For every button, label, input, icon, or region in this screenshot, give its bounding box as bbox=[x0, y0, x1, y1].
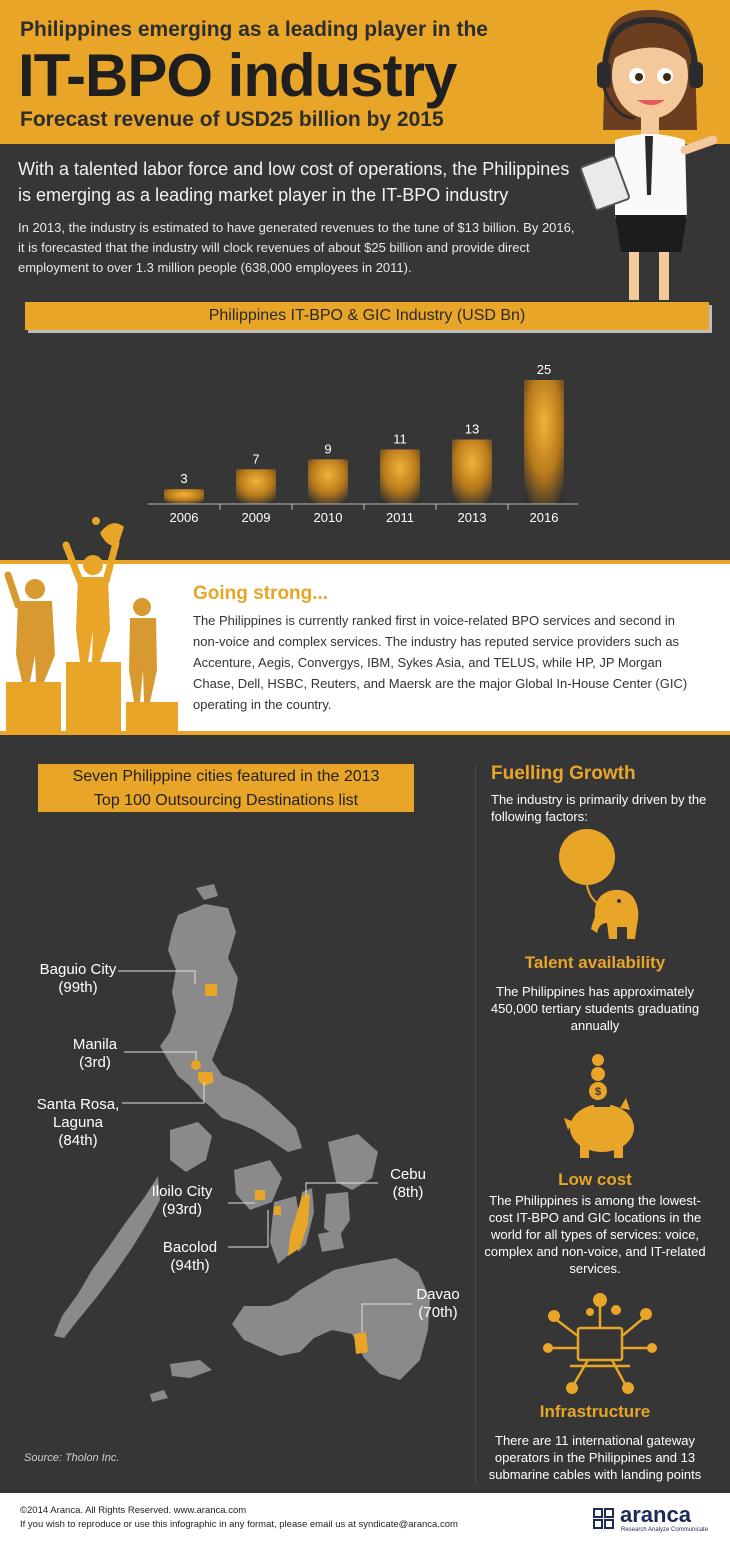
map-source: Source: Tholon Inc. bbox=[24, 1452, 120, 1464]
baguio-label: Baguio City (99th) bbox=[28, 961, 128, 997]
header-subtitle: Forecast revenue of USD25 billion by 201… bbox=[20, 108, 444, 131]
bar-value-label: 9 bbox=[324, 441, 331, 456]
santa-rosa-rank: (84th) bbox=[58, 1132, 98, 1149]
talent-title: Talent availability bbox=[524, 953, 666, 972]
page-title: IT-BPO industry bbox=[18, 42, 457, 109]
manila-marker bbox=[191, 1060, 201, 1070]
manila-label: Manila (3rd) bbox=[65, 1036, 125, 1072]
x-tick-label: 2013 bbox=[458, 510, 487, 525]
iloilo-label: Iloilo City (93rd) bbox=[134, 1183, 230, 1219]
iloilo-name: Iloilo City bbox=[151, 1183, 213, 1200]
santa-rosa-label: Santa Rosa, Laguna (84th) bbox=[28, 1096, 128, 1150]
davao-marker bbox=[354, 1332, 368, 1354]
bacolod-marker bbox=[274, 1206, 281, 1215]
x-tick-label: 2009 bbox=[242, 510, 271, 525]
elephant-balloon-icon bbox=[559, 829, 639, 939]
svg-text:$: $ bbox=[595, 1086, 601, 1098]
davao-rank: (70th) bbox=[418, 1304, 458, 1321]
cebu-rank: (8th) bbox=[392, 1184, 424, 1201]
aranca-logo: aranca bbox=[620, 1502, 691, 1527]
bacolod-label: Bacolod (94th) bbox=[150, 1239, 230, 1275]
intro-lead: With a talented labor force and low cost… bbox=[18, 159, 570, 205]
chart-title: Philippines IT-BPO & GIC Industry (USD B… bbox=[208, 307, 526, 324]
baguio-rank: (99th) bbox=[58, 979, 98, 996]
going-strong-band bbox=[0, 560, 730, 735]
x-tick-label: 2016 bbox=[530, 510, 559, 525]
cities-banner-line1: Seven Philippine cities featured in the … bbox=[72, 768, 380, 785]
bacolod-name: Bacolod bbox=[162, 1239, 218, 1256]
cebu-marker bbox=[288, 1194, 310, 1256]
talent-body: The Philippines has approximately 450,00… bbox=[490, 984, 700, 1033]
bar-value-label: 7 bbox=[252, 451, 259, 466]
santa-rosa-marker bbox=[198, 1072, 214, 1086]
iloilo-marker bbox=[255, 1190, 265, 1200]
bar-value-label: 25 bbox=[537, 362, 551, 377]
bar-value-label: 13 bbox=[465, 422, 479, 437]
footer-reproduce-note: If you wish to reproduce or use this inf… bbox=[20, 1519, 458, 1530]
footer-copyright: ©2014 Aranca. All Rights Reserved. www.a… bbox=[20, 1505, 247, 1516]
bar-value-label: 11 bbox=[393, 431, 407, 446]
bacolod-rank: (94th) bbox=[170, 1257, 210, 1274]
x-tick-label: 2010 bbox=[314, 510, 343, 525]
podium-celebration-illustration bbox=[4, 517, 178, 731]
fuelling-growth-title: Fuelling Growth bbox=[491, 763, 636, 784]
infrastructure-body: There are 11 international gateway opera… bbox=[488, 1433, 702, 1482]
baguio-marker bbox=[205, 984, 217, 996]
going-strong-body: The Philippines is currently ranked firs… bbox=[193, 613, 688, 712]
chart-title-banner: Philippines IT-BPO & GIC Industry (USD B… bbox=[25, 302, 709, 330]
call-agent-illustration bbox=[580, 10, 718, 300]
philippines-map bbox=[54, 884, 430, 1402]
cebu-name: Cebu bbox=[390, 1166, 426, 1183]
aranca-logo-mark bbox=[593, 1508, 614, 1529]
fuelling-growth-intro: The industry is primarily driven by the … bbox=[491, 792, 707, 824]
x-tick-label: 2011 bbox=[386, 510, 414, 525]
piggy-bank-icon: $ bbox=[564, 1054, 634, 1158]
bar-value-label: 3 bbox=[180, 471, 187, 486]
bar-2006 bbox=[164, 489, 204, 504]
bar-2013 bbox=[452, 439, 492, 504]
davao-name: Davao bbox=[416, 1286, 460, 1303]
infrastructure-title: Infrastructure bbox=[539, 1402, 651, 1421]
cities-banner: Seven Philippine cities featured in the … bbox=[38, 764, 414, 812]
manila-name: Manila bbox=[72, 1036, 118, 1053]
revenue-bar-chart: 3 2006 7 2009 9 2010 11 2011 13 2013 25 2016 bbox=[148, 362, 578, 525]
iloilo-rank: (93rd) bbox=[161, 1201, 202, 1218]
manila-rank: (3rd) bbox=[79, 1054, 111, 1071]
santa-rosa-name-1: Santa Rosa, bbox=[36, 1096, 120, 1113]
baguio-name: Baguio City bbox=[39, 961, 117, 978]
davao-label: Davao (70th) bbox=[408, 1286, 468, 1322]
x-tick-label: 2006 bbox=[170, 510, 199, 525]
cities-banner-line2: Top 100 Outsourcing Destinations list bbox=[93, 792, 359, 809]
bar-2010 bbox=[308, 459, 348, 504]
cost-body: The Philippines is among the lowest-cost… bbox=[484, 1193, 706, 1276]
going-strong-title: Going strong... bbox=[193, 583, 329, 604]
cost-title: Low cost bbox=[558, 1170, 632, 1189]
cebu-label: Cebu (8th) bbox=[378, 1166, 438, 1202]
bar-2011 bbox=[380, 449, 420, 504]
intro-body: In 2013, the industry is estimated to ha… bbox=[18, 220, 575, 275]
santa-rosa-name-2: Laguna bbox=[52, 1114, 104, 1131]
aranca-tagline: Research Analyze Communicate bbox=[621, 1527, 709, 1533]
network-infrastructure-icon bbox=[543, 1293, 657, 1394]
column-divider bbox=[475, 765, 476, 1485]
bar-2009 bbox=[236, 469, 276, 504]
bar-2016 bbox=[524, 380, 564, 504]
header-kicker: Philippines emerging as a leading player… bbox=[20, 18, 488, 41]
